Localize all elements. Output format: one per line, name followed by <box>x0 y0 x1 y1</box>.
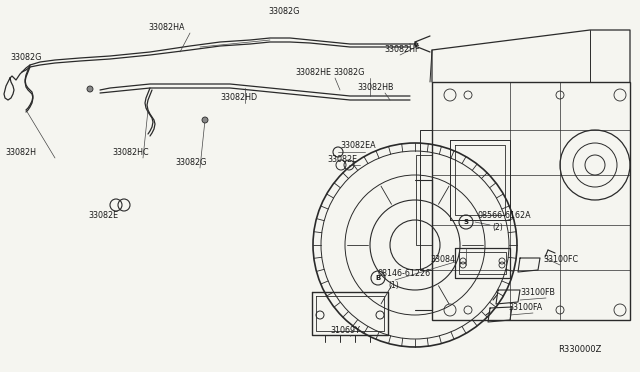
Text: S: S <box>463 219 468 225</box>
Text: 33082G: 33082G <box>333 68 364 77</box>
Text: R330000Z: R330000Z <box>558 345 602 354</box>
Text: 33082HA: 33082HA <box>148 23 184 32</box>
Text: 33082G: 33082G <box>10 53 42 62</box>
Text: 33084: 33084 <box>430 255 455 264</box>
Text: 33082HE: 33082HE <box>295 68 331 77</box>
Text: 33082G: 33082G <box>268 7 300 16</box>
Text: 33100FB: 33100FB <box>520 288 555 297</box>
Text: 33082HB: 33082HB <box>357 83 394 92</box>
Text: 33082HF: 33082HF <box>384 45 419 54</box>
Text: (2): (2) <box>492 223 503 232</box>
Text: 33082EA: 33082EA <box>340 141 376 150</box>
Text: B: B <box>376 275 381 281</box>
Text: 08146-61226: 08146-61226 <box>378 269 431 278</box>
Circle shape <box>202 117 208 123</box>
Text: 33082G: 33082G <box>175 158 206 167</box>
Text: 33100FC: 33100FC <box>543 255 578 264</box>
Text: 08566-6162A: 08566-6162A <box>478 211 532 220</box>
Text: 33082H: 33082H <box>5 148 36 157</box>
Text: 33082E: 33082E <box>88 211 118 220</box>
Text: 33082HC: 33082HC <box>112 148 148 157</box>
Text: 31069Y: 31069Y <box>330 326 360 335</box>
Text: 33082E: 33082E <box>327 155 357 164</box>
Circle shape <box>87 86 93 92</box>
Text: 33100FA: 33100FA <box>508 303 542 312</box>
Text: 33082HD: 33082HD <box>220 93 257 102</box>
Text: (1): (1) <box>388 281 399 290</box>
